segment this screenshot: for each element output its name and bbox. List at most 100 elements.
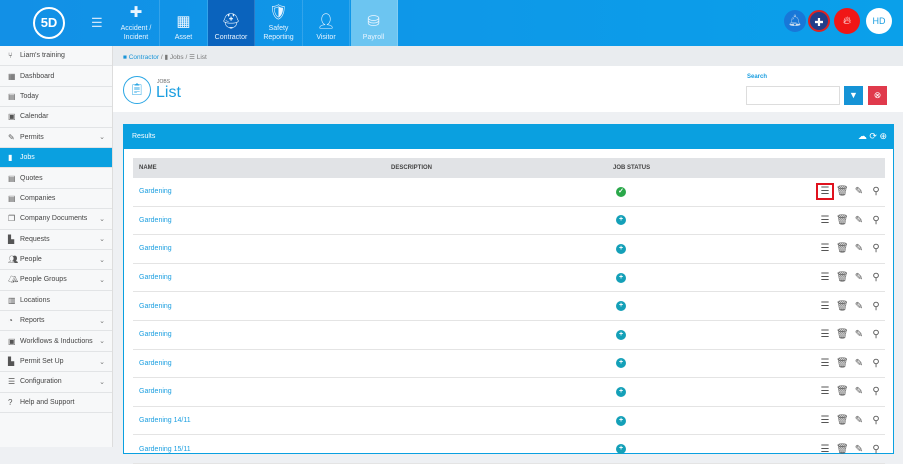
app-logo[interactable]: 5D <box>33 7 65 39</box>
sidebar-item-reports[interactable]: ◔ Reports ⌄ <box>0 311 112 332</box>
sidebar-item-requests[interactable]: ▙ Requests ⌄ <box>0 230 112 250</box>
search-icon[interactable]: ⚲ <box>872 272 880 284</box>
module-tile-contractor[interactable]: ⛑ Contractor <box>208 0 255 46</box>
chevron-down-icon[interactable]: ⌄ <box>99 276 105 284</box>
module-tile-payroll[interactable]: ⛁ Payroll <box>350 0 398 46</box>
sidebar-item-people-groups[interactable]: ⛺︎ People Groups ⌄ <box>0 270 112 291</box>
sidebar-item-liam-s-training[interactable]: ⑂ Liam's training <box>0 46 112 67</box>
sidebar-item-help-and-support[interactable]: ? Help and Support <box>0 393 112 414</box>
sidebar-item-label: Configuration <box>20 378 62 386</box>
filter-button[interactable]: ▼ <box>844 86 863 105</box>
module-tile-accident-incident[interactable]: ✚ Accident / Incident <box>113 0 160 46</box>
job-name-link[interactable]: Gardening <box>139 388 172 396</box>
sidebar-item-permit-set-up[interactable]: ▙ Permit Set Up ⌄ <box>0 352 112 373</box>
chevron-down-icon[interactable]: ⌄ <box>99 317 105 325</box>
pencil-icon[interactable]: ✎ <box>854 214 864 226</box>
pencil-icon[interactable]: ✎ <box>854 415 864 427</box>
sidebar-item-dashboard[interactable]: ▦ Dashboard <box>0 66 112 87</box>
search-icon[interactable]: ⚲ <box>872 357 880 369</box>
breadcrumb-contractor[interactable]: ■ Contractor <box>123 54 160 61</box>
list-details-icon[interactable]: ☰ <box>820 386 830 398</box>
module-tile-visitor[interactable]: 👤︎ Visitor <box>303 0 350 46</box>
sidebar-item-workflows-inductions[interactable]: ▣ Workflows & Inductions ⌄ <box>0 331 112 352</box>
trash-icon[interactable]: 🗑︎ <box>836 214 849 226</box>
trash-icon[interactable]: 🗑︎ <box>836 329 849 341</box>
job-name-link[interactable]: Gardening 14/11 <box>139 417 191 425</box>
trash-icon[interactable]: 🗑︎ <box>836 443 849 455</box>
job-name-link[interactable]: Gardening <box>139 302 172 310</box>
job-name-link[interactable]: Gardening <box>139 245 172 253</box>
sidebar-item-today[interactable]: ▤ Today <box>0 87 112 108</box>
sidebar-item-jobs[interactable]: ▮ Jobs <box>0 147 112 169</box>
fire-alert-icon[interactable]: 🔥︎ <box>834 8 860 34</box>
list-details-icon[interactable]: ☰ <box>820 272 830 284</box>
list-details-icon[interactable]: ☰ <box>820 357 830 369</box>
trash-icon[interactable]: 🗑︎ <box>836 186 849 198</box>
hamburger-menu-icon[interactable]: ☰ <box>91 15 103 30</box>
chevron-down-icon[interactable]: ⌄ <box>99 358 105 366</box>
search-icon[interactable]: ⚲ <box>872 300 880 312</box>
sidebar-item-permits[interactable]: ✎ Permits ⌄ <box>0 128 112 148</box>
list-details-icon[interactable]: ☰ <box>816 183 834 201</box>
search-icon[interactable]: ⚲ <box>872 186 880 198</box>
search-icon[interactable]: ⚲ <box>872 415 880 427</box>
sidebar-item-company-documents[interactable]: ❐ Company Documents ⌄ <box>0 209 112 230</box>
search-icon[interactable]: ⚲ <box>872 214 880 226</box>
sidebar-item-people[interactable]: 👥︎ People ⌄ <box>0 250 112 271</box>
search-icon[interactable]: ⚲ <box>872 386 880 398</box>
search-icon[interactable]: ⚲ <box>872 329 880 341</box>
search-icon[interactable]: ⚲ <box>872 443 880 455</box>
chevron-down-icon[interactable]: ⌄ <box>99 256 105 264</box>
pencil-icon[interactable]: ✎ <box>854 329 864 341</box>
list-details-icon[interactable]: ☰ <box>820 214 830 226</box>
trash-icon[interactable]: 🗑︎ <box>836 272 849 284</box>
add-icon[interactable]: ⊕ <box>879 131 887 141</box>
job-name-link[interactable]: Gardening <box>139 331 172 339</box>
pencil-icon[interactable]: ✎ <box>854 186 864 198</box>
chevron-down-icon[interactable]: ⌄ <box>99 378 105 386</box>
chevron-down-icon[interactable]: ⌄ <box>99 134 105 142</box>
search-icon[interactable]: ⚲ <box>872 243 880 255</box>
column-description[interactable]: DESCRIPTION <box>391 165 433 171</box>
sidebar-item-companies[interactable]: ▤ Companies <box>0 189 112 210</box>
list-details-icon[interactable]: ☰ <box>820 443 830 455</box>
list-details-icon[interactable]: ☰ <box>820 243 830 255</box>
clear-search-button[interactable]: ⊗ <box>868 86 887 105</box>
pencil-icon[interactable]: ✎ <box>854 243 864 255</box>
chevron-down-icon[interactable]: ⌄ <box>99 338 105 346</box>
sidebar-item-configuration[interactable]: ☰ Configuration ⌄ <box>0 372 112 393</box>
trash-icon[interactable]: 🗑︎ <box>836 386 849 398</box>
trash-icon[interactable]: 🗑︎ <box>836 300 849 312</box>
refresh-icon[interactable]: ⟳ <box>869 131 877 141</box>
job-name-link[interactable]: Gardening <box>139 188 172 196</box>
job-name-link[interactable]: Gardening <box>139 216 172 224</box>
list-details-icon[interactable]: ☰ <box>820 329 830 341</box>
trash-icon[interactable]: 🗑︎ <box>836 243 849 255</box>
pencil-icon[interactable]: ✎ <box>854 272 864 284</box>
search-input[interactable] <box>746 86 840 105</box>
sidebar-item-calendar[interactable]: ▣ Calendar <box>0 107 112 128</box>
chevron-down-icon[interactable]: ⌄ <box>99 215 105 223</box>
job-name-link[interactable]: Gardening <box>139 274 172 282</box>
column-name[interactable]: NAME <box>139 165 157 171</box>
pencil-icon[interactable]: ✎ <box>854 357 864 369</box>
breadcrumb-jobs[interactable]: ▮ Jobs <box>164 54 184 61</box>
job-name-link[interactable]: Gardening <box>139 359 172 367</box>
chevron-down-icon[interactable]: ⌄ <box>99 236 105 244</box>
sidebar-item-locations[interactable]: ▥ Locations <box>0 291 112 312</box>
trash-icon[interactable]: 🗑︎ <box>836 415 849 427</box>
trash-icon[interactable]: 🗑︎ <box>836 357 849 369</box>
bell-icon[interactable]: 🔔︎ <box>784 10 806 32</box>
user-avatar[interactable]: HD <box>866 8 892 34</box>
pencil-icon[interactable]: ✎ <box>854 300 864 312</box>
sidebar-item-quotes[interactable]: ▤ Quotes <box>0 168 112 189</box>
module-tile-safety-reporting[interactable]: 🛡︎ Safety Reporting <box>256 0 303 46</box>
pencil-icon[interactable]: ✎ <box>854 443 864 455</box>
cloud-download-icon[interactable]: ☁ <box>857 131 867 141</box>
list-details-icon[interactable]: ☰ <box>820 300 830 312</box>
module-tile-asset[interactable]: ▦ Asset <box>161 0 208 46</box>
pencil-icon[interactable]: ✎ <box>854 386 864 398</box>
column-job-status[interactable]: JOB STATUS <box>613 165 651 171</box>
list-details-icon[interactable]: ☰ <box>820 415 830 427</box>
uk-flag-icon[interactable]: ✚ <box>808 10 830 32</box>
